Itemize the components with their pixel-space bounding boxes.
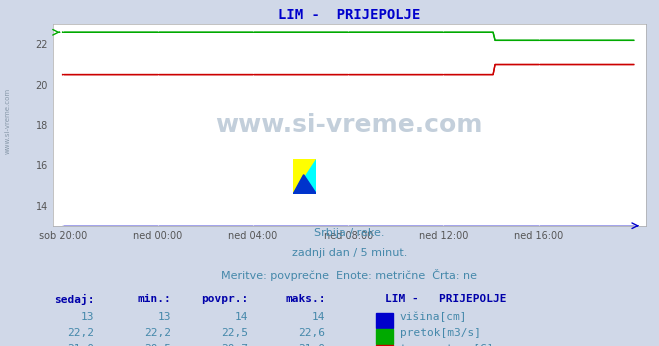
Text: višina[cm]: višina[cm]: [399, 312, 467, 322]
Text: 22,6: 22,6: [299, 328, 326, 338]
Text: povpr.:: povpr.:: [201, 294, 248, 304]
Text: 14: 14: [235, 312, 248, 322]
Text: 21,0: 21,0: [299, 344, 326, 346]
Text: 21,0: 21,0: [67, 344, 94, 346]
Text: min.:: min.:: [138, 294, 171, 304]
Polygon shape: [293, 159, 316, 194]
Text: Meritve: povprečne  Enote: metrične  Črta: ne: Meritve: povprečne Enote: metrične Črta:…: [221, 269, 477, 281]
Polygon shape: [293, 175, 316, 194]
Text: zadnji dan / 5 minut.: zadnji dan / 5 minut.: [291, 248, 407, 258]
Text: 20,5: 20,5: [144, 344, 171, 346]
Text: 13: 13: [81, 312, 94, 322]
Text: www.si-vreme.com: www.si-vreme.com: [215, 113, 483, 137]
Text: 22,2: 22,2: [67, 328, 94, 338]
Text: 13: 13: [158, 312, 171, 322]
Text: maks.:: maks.:: [285, 294, 326, 304]
FancyBboxPatch shape: [376, 329, 393, 344]
Polygon shape: [293, 159, 316, 194]
Text: pretok[m3/s]: pretok[m3/s]: [399, 328, 480, 338]
Text: 22,2: 22,2: [144, 328, 171, 338]
Title: LIM -  PRIJEPOLJE: LIM - PRIJEPOLJE: [278, 8, 420, 22]
FancyBboxPatch shape: [376, 313, 393, 328]
Text: 22,5: 22,5: [221, 328, 248, 338]
Text: sedaj:: sedaj:: [54, 294, 94, 305]
Text: LIM -   PRIJEPOLJE: LIM - PRIJEPOLJE: [385, 294, 506, 304]
Text: Srbija / reke.: Srbija / reke.: [314, 228, 384, 238]
Text: temperatura[C]: temperatura[C]: [399, 344, 494, 346]
FancyBboxPatch shape: [376, 345, 393, 346]
Text: www.si-vreme.com: www.si-vreme.com: [5, 88, 11, 154]
Text: 14: 14: [312, 312, 326, 322]
Text: 20,7: 20,7: [221, 344, 248, 346]
